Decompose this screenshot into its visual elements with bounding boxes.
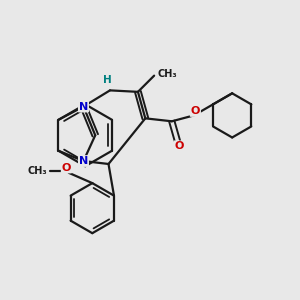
Text: O: O [62,163,71,172]
Text: CH₃: CH₃ [27,166,47,176]
Text: H: H [103,75,111,85]
Text: CH₃: CH₃ [158,69,177,79]
Text: N: N [79,102,88,112]
Text: N: N [79,156,88,166]
Text: O: O [191,106,200,116]
Text: O: O [175,141,184,151]
